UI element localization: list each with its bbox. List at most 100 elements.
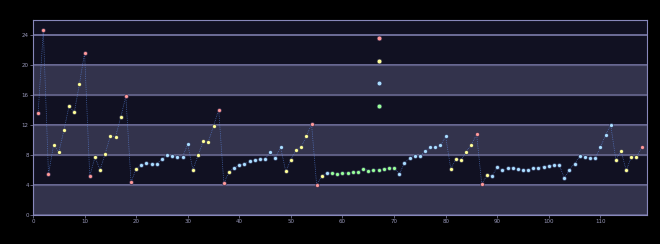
Point — [585, 156, 595, 160]
Point — [167, 154, 178, 158]
Point — [105, 134, 115, 138]
Point — [605, 123, 616, 127]
Point — [502, 166, 513, 170]
Point — [306, 122, 317, 126]
Point — [43, 172, 53, 176]
Point — [394, 172, 405, 176]
Point — [487, 174, 498, 178]
Point — [234, 163, 245, 167]
Point — [156, 157, 167, 161]
Point — [440, 134, 451, 138]
Point — [389, 166, 399, 170]
Point — [162, 153, 172, 157]
Point — [461, 150, 471, 153]
Point — [409, 154, 420, 158]
Point — [152, 162, 162, 166]
Point — [352, 170, 363, 174]
Point — [321, 171, 332, 175]
Point — [497, 169, 508, 173]
Point — [213, 108, 224, 112]
Point — [317, 174, 327, 178]
Point — [466, 143, 477, 147]
Point — [141, 162, 152, 165]
Point — [172, 155, 183, 159]
Point — [337, 171, 348, 175]
Point — [600, 133, 611, 137]
Point — [291, 148, 302, 152]
Point — [513, 168, 523, 172]
Point — [121, 94, 131, 98]
Point — [621, 168, 632, 172]
Point — [610, 158, 621, 162]
Point — [425, 145, 436, 149]
Point — [69, 111, 80, 114]
Point — [249, 158, 260, 162]
Point — [312, 183, 322, 187]
Point — [193, 153, 203, 157]
Point — [59, 128, 69, 132]
Point — [451, 157, 461, 161]
Point — [579, 155, 590, 159]
Point — [79, 51, 90, 55]
Point — [492, 165, 502, 169]
Point — [224, 170, 234, 174]
Point — [363, 169, 374, 173]
Point — [209, 124, 219, 128]
Point — [348, 170, 358, 174]
Point — [446, 167, 456, 171]
Point — [100, 152, 110, 155]
Point — [280, 169, 291, 173]
Point — [368, 168, 379, 172]
Point — [182, 142, 193, 146]
Point — [574, 154, 585, 158]
Point — [508, 166, 518, 170]
Point — [358, 167, 368, 171]
Point — [48, 143, 59, 147]
Point — [533, 166, 544, 170]
Point — [286, 158, 296, 162]
Point — [414, 154, 425, 158]
Point — [136, 163, 147, 167]
Point — [296, 145, 306, 149]
Point — [399, 162, 410, 165]
Point — [405, 156, 415, 160]
Point — [374, 36, 384, 40]
Bar — [33, 125, 647, 155]
Point — [378, 167, 389, 171]
Point — [74, 82, 84, 86]
Point — [203, 140, 214, 143]
Point — [420, 149, 430, 153]
Point — [125, 180, 136, 184]
Point — [255, 158, 265, 162]
Point — [548, 163, 559, 167]
Point — [33, 111, 44, 115]
Point — [327, 171, 337, 175]
Point — [147, 162, 157, 166]
Point — [631, 155, 642, 159]
Point — [218, 181, 229, 185]
Point — [374, 59, 384, 63]
Point — [95, 168, 106, 172]
Point — [528, 166, 539, 170]
Point — [636, 145, 647, 149]
Point — [84, 174, 95, 178]
Point — [523, 168, 533, 172]
Point — [178, 155, 188, 159]
Point — [343, 171, 353, 175]
Point — [244, 160, 255, 163]
Point — [64, 104, 75, 108]
Point — [90, 155, 100, 159]
Point — [374, 104, 384, 108]
Point — [554, 163, 564, 167]
Point — [595, 145, 606, 149]
Point — [435, 143, 446, 147]
Point — [187, 168, 198, 172]
Point — [265, 150, 275, 154]
Point — [559, 176, 570, 180]
Point — [198, 139, 209, 143]
Point — [110, 135, 121, 139]
Point — [374, 81, 384, 85]
Point — [456, 158, 467, 162]
Point — [616, 149, 626, 152]
Point — [270, 156, 280, 160]
